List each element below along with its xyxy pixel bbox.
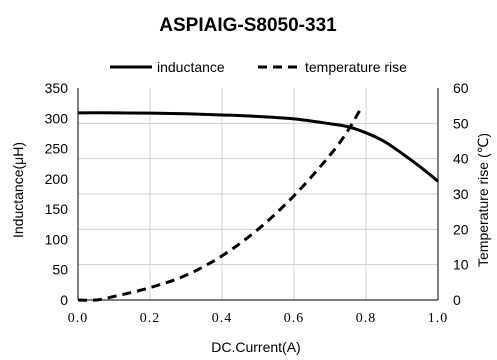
y-tick-label: 50 bbox=[52, 262, 68, 278]
y2-axis-label: Temperature rise (℃) bbox=[475, 133, 491, 267]
y-tick-label: 250 bbox=[45, 141, 69, 157]
y2-tick-label: 10 bbox=[453, 257, 469, 273]
legend-label-inductance: inductance bbox=[157, 59, 225, 75]
x-tick-label: 0.6 bbox=[284, 311, 305, 326]
series bbox=[77, 104, 439, 302]
y-axis-label: Inductance(μH) bbox=[10, 142, 26, 238]
series-line-inductance bbox=[77, 111, 439, 183]
tick-labels: 0.0 0.2 0.4 0.6 0.8 1.0 0 50 100 150 200 250 300 350 0… bbox=[45, 80, 469, 326]
y2-tick-label: 30 bbox=[453, 186, 469, 202]
x-tick-label: 0.4 bbox=[212, 311, 233, 326]
x-tick-label: 0.8 bbox=[356, 311, 377, 326]
y-tick-label: 0 bbox=[60, 292, 68, 308]
y2-tick-label: 40 bbox=[453, 151, 469, 167]
y-tick-label: 200 bbox=[45, 171, 69, 187]
x-tick-label: 0.0 bbox=[68, 311, 89, 326]
axes bbox=[77, 88, 439, 301]
y2-tick-label: 20 bbox=[453, 221, 469, 237]
y-tick-label: 300 bbox=[45, 110, 69, 126]
x-tick-label: 1.0 bbox=[428, 311, 449, 326]
chart-title: ASPIAIG-S8050-331 bbox=[159, 15, 337, 36]
y2-tick-label: 60 bbox=[453, 80, 469, 96]
y2-tick-label: 50 bbox=[453, 115, 469, 131]
legend-label-temperature-rise: temperature rise bbox=[305, 59, 407, 75]
x-axis-label: DC.Current(A) bbox=[211, 339, 300, 355]
legend: inductance temperature rise bbox=[110, 59, 407, 75]
y2-tick-label: 0 bbox=[453, 292, 461, 308]
y-tick-label: 100 bbox=[45, 231, 69, 247]
series-line-temperature-rise bbox=[77, 104, 364, 302]
y-tick-label: 150 bbox=[45, 201, 69, 217]
x-tick-label: 0.2 bbox=[140, 311, 161, 326]
y-tick-label: 350 bbox=[45, 80, 69, 96]
grid bbox=[78, 88, 438, 300]
